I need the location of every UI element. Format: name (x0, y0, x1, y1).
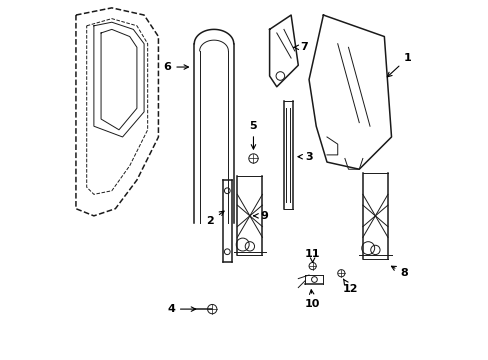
Text: 1: 1 (386, 53, 411, 77)
Text: 2: 2 (206, 211, 224, 226)
Text: 9: 9 (253, 211, 267, 221)
Text: 12: 12 (342, 279, 357, 294)
Text: 4: 4 (167, 304, 195, 314)
Text: 8: 8 (391, 266, 407, 278)
Text: 3: 3 (297, 152, 312, 162)
Text: 10: 10 (305, 290, 320, 309)
Text: 5: 5 (249, 121, 257, 149)
Text: 11: 11 (304, 248, 320, 262)
Text: 7: 7 (293, 42, 307, 52)
Text: 6: 6 (163, 62, 188, 72)
